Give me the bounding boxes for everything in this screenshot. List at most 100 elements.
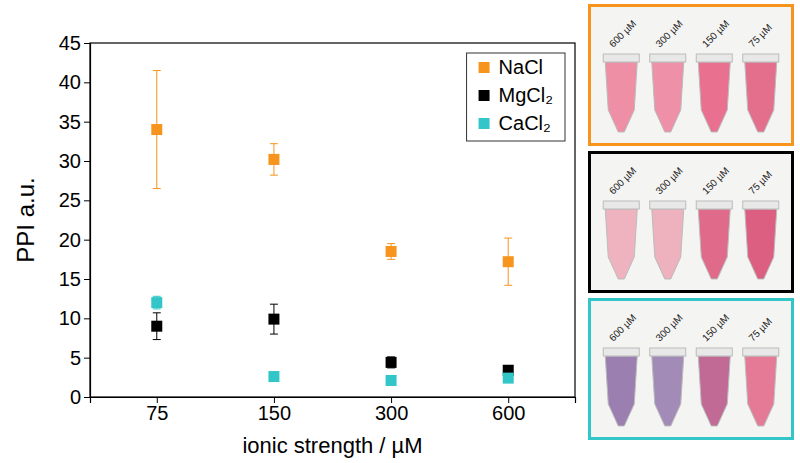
legend-label: NaCl bbox=[499, 56, 543, 78]
point bbox=[151, 297, 162, 308]
legend-label: CaCl₂ bbox=[499, 112, 551, 134]
y-tick: 10 bbox=[59, 307, 90, 329]
point bbox=[503, 373, 514, 384]
tube-label: 75 µM bbox=[746, 22, 774, 50]
tube bbox=[698, 62, 730, 132]
tube bbox=[745, 62, 777, 132]
error-bar-cap bbox=[153, 70, 161, 71]
tube bbox=[605, 209, 637, 279]
y-axis-line bbox=[84, 44, 91, 398]
tube-label: 600 µM bbox=[607, 165, 639, 197]
tube-cap bbox=[603, 54, 639, 62]
y-tick-mark bbox=[84, 43, 90, 44]
point bbox=[151, 321, 162, 332]
x-tick-label: 75 bbox=[146, 402, 168, 424]
legend-marker bbox=[479, 90, 490, 101]
tube bbox=[652, 356, 684, 426]
y-tick-label: 40 bbox=[59, 71, 81, 93]
tube-label: 300 µM bbox=[653, 312, 685, 344]
y-tick: 15 bbox=[59, 268, 90, 290]
plot-marks bbox=[151, 71, 513, 386]
y-axis: 051015202530354045 bbox=[59, 32, 91, 408]
tube-cap bbox=[696, 54, 732, 62]
x-tick: 150 bbox=[258, 397, 291, 424]
error-bar-cap bbox=[504, 285, 512, 286]
error-bar-cap bbox=[270, 143, 278, 144]
point bbox=[268, 314, 279, 325]
series bbox=[151, 71, 513, 286]
error-bar-cap bbox=[270, 334, 278, 335]
tube-cap bbox=[603, 201, 639, 209]
y-tick-label: 25 bbox=[59, 189, 81, 211]
tube bbox=[698, 209, 730, 279]
tube-label: 150 µM bbox=[700, 312, 732, 344]
error-bar-cap bbox=[387, 259, 395, 260]
point bbox=[386, 375, 397, 386]
x-tick-label: 300 bbox=[375, 402, 408, 424]
tube bbox=[652, 209, 684, 279]
y-tick: 35 bbox=[59, 111, 90, 133]
point bbox=[268, 371, 279, 382]
error-bar-cap bbox=[153, 339, 161, 340]
photo-panel: 600 µM300 µM150 µM75 µM bbox=[590, 6, 793, 145]
x-tick: 300 bbox=[375, 397, 408, 424]
series bbox=[151, 304, 513, 376]
chart: 05101520253035404575150300600ionic stren… bbox=[0, 0, 800, 463]
x-tick-label: 150 bbox=[258, 402, 291, 424]
y-tick-mark bbox=[84, 240, 90, 241]
photo-frame bbox=[590, 153, 793, 292]
tube-label: 150 µM bbox=[700, 165, 732, 197]
error-bar-cap bbox=[153, 312, 161, 313]
legend-marker bbox=[479, 118, 490, 129]
tube-label: 75 µM bbox=[746, 169, 774, 197]
point bbox=[151, 124, 162, 135]
tube bbox=[745, 356, 777, 426]
tube-cap bbox=[650, 54, 686, 62]
tube-cap bbox=[743, 201, 779, 209]
y-tick-label: 35 bbox=[59, 111, 81, 133]
error-bar-cap bbox=[387, 243, 395, 244]
x-axis: 75 150 300 600 bbox=[91, 397, 576, 424]
legend-marker bbox=[479, 62, 490, 73]
tube-cap bbox=[743, 54, 779, 62]
tube-cap bbox=[650, 201, 686, 209]
plot-frame bbox=[90, 43, 575, 397]
tube bbox=[745, 209, 777, 279]
tube bbox=[652, 62, 684, 132]
y-tick: 25 bbox=[59, 189, 90, 211]
y-tick-mark bbox=[84, 200, 90, 201]
error-bar-cap bbox=[270, 175, 278, 176]
tube-cap bbox=[743, 348, 779, 356]
tube bbox=[605, 356, 637, 426]
photo-frame bbox=[590, 300, 793, 439]
tube-label: 600 µM bbox=[607, 18, 639, 50]
y-tick-label: 30 bbox=[59, 150, 81, 172]
error-bar-cap bbox=[153, 296, 161, 297]
error-bar-cap bbox=[504, 238, 512, 239]
y-tick-label: 0 bbox=[70, 386, 81, 408]
y-axis-title: PPI a.u. bbox=[12, 177, 39, 262]
y-tick-mark bbox=[84, 122, 90, 123]
tube-cap bbox=[650, 348, 686, 356]
point bbox=[386, 246, 397, 257]
y-tick: 45 bbox=[59, 32, 90, 54]
tube-label: 600 µM bbox=[607, 312, 639, 344]
x-tick: 600 bbox=[492, 397, 525, 424]
error-bar-cap bbox=[153, 308, 161, 309]
tube-cap bbox=[603, 348, 639, 356]
tube-cap bbox=[696, 348, 732, 356]
x-tick: 75 bbox=[146, 397, 168, 424]
tube bbox=[605, 62, 637, 132]
legend-label: MgCl₂ bbox=[499, 84, 553, 106]
error-bar-cap bbox=[270, 304, 278, 305]
point bbox=[386, 357, 397, 368]
y-tick: 20 bbox=[59, 229, 90, 251]
tube-label: 300 µM bbox=[653, 18, 685, 50]
point bbox=[503, 256, 514, 267]
y-tick: 30 bbox=[59, 150, 90, 172]
legend-box bbox=[467, 53, 565, 141]
y-tick-mark bbox=[84, 358, 90, 359]
legend: NaCl MgCl₂ CaCl₂ bbox=[467, 53, 565, 141]
y-tick-mark bbox=[84, 82, 90, 83]
y-tick: 40 bbox=[59, 71, 90, 93]
